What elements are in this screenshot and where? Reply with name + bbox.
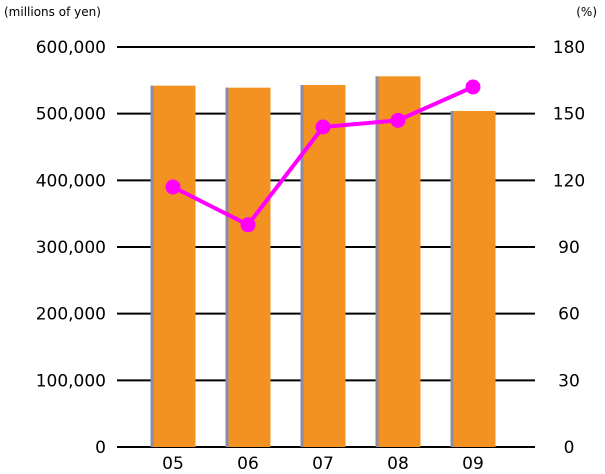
left-tick-label: 100,000: [36, 371, 106, 391]
right-tick-label: 0: [564, 438, 575, 458]
ratio-point: [390, 112, 406, 128]
x-tick-label: 06: [237, 454, 259, 474]
right-tick-label: 60: [558, 305, 580, 325]
left-tick-label: 200,000: [36, 305, 106, 325]
bar: [300, 85, 346, 447]
x-tick-label: 07: [312, 454, 334, 474]
x-tick-label: 08: [387, 454, 409, 474]
right-tick-label: 150: [553, 105, 585, 125]
left-tick-label: 500,000: [36, 105, 106, 125]
bar-edge-shade: [225, 87, 229, 448]
x-tick-label: 05: [162, 454, 184, 474]
axis-ticks: 0 0 100,000 30 200,000 60 300,000 90 400,000 120 5…: [36, 38, 586, 474]
right-axis-unit: (%): [576, 5, 597, 19]
left-tick-label: 600,000: [36, 38, 106, 58]
left-axis-unit: (millions of yen): [4, 5, 101, 19]
bar-series: [150, 76, 496, 448]
right-tick-label: 30: [558, 371, 580, 391]
right-tick-label: 90: [558, 238, 580, 258]
bar: [150, 85, 196, 448]
bar: [225, 87, 271, 448]
ratio-point: [165, 179, 181, 195]
left-tick-label: 300,000: [36, 238, 106, 258]
bar-edge-shade: [150, 85, 154, 448]
right-tick-label: 120: [553, 171, 585, 191]
x-tick-label: 09: [462, 454, 484, 474]
bar-edge-shade: [375, 76, 379, 447]
left-tick-label: 0: [95, 438, 106, 458]
bar: [375, 76, 421, 447]
ratio-point: [240, 217, 256, 233]
bar-edge-shade: [300, 85, 304, 447]
bar-edge-shade: [450, 111, 454, 447]
ratio-point: [315, 119, 331, 135]
bar: [450, 111, 496, 447]
ratio-point: [465, 79, 481, 95]
ratio-line-series: [165, 79, 481, 233]
left-tick-label: 400,000: [36, 171, 106, 191]
right-tick-label: 180: [553, 38, 585, 58]
